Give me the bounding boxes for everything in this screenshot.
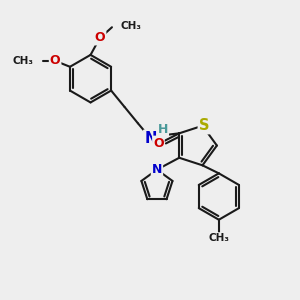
Text: CH₃: CH₃ <box>120 21 141 31</box>
Text: CH₃: CH₃ <box>208 233 229 243</box>
Text: S: S <box>199 118 209 133</box>
Text: O: O <box>153 136 164 150</box>
Text: O: O <box>95 32 105 44</box>
Text: O: O <box>50 54 60 67</box>
Text: N: N <box>152 163 162 176</box>
Text: CH₃: CH₃ <box>13 56 34 66</box>
Text: H: H <box>158 123 168 136</box>
Text: N: N <box>144 130 157 146</box>
